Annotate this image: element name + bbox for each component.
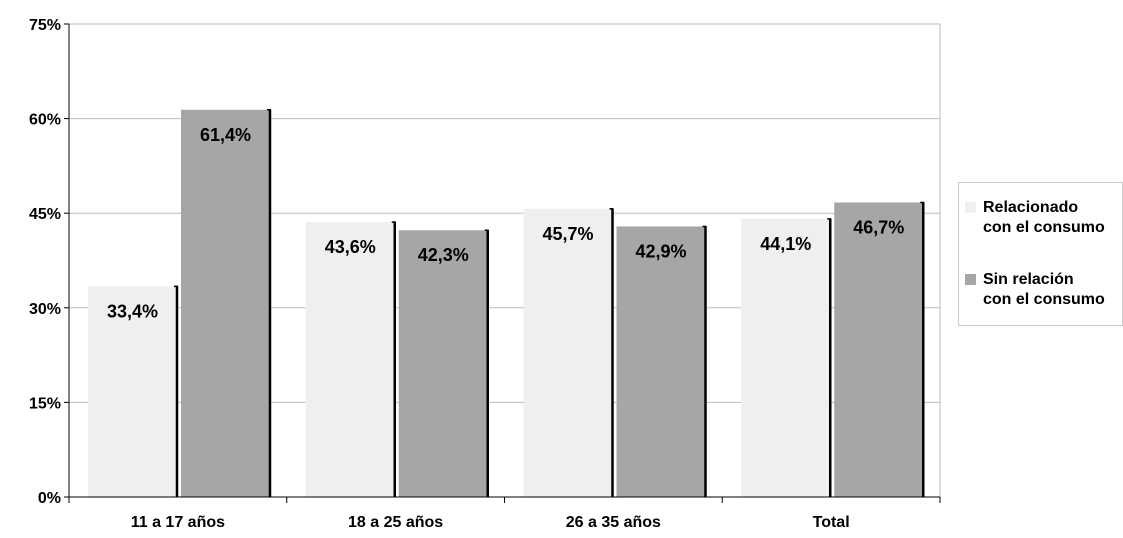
- legend-swatch-sin-relacion: [965, 274, 976, 285]
- data-label: 43,6%: [325, 237, 376, 257]
- y-tick-label: 15%: [29, 395, 61, 412]
- y-tick-label: 45%: [29, 206, 61, 223]
- bar: [616, 226, 706, 497]
- data-label: 42,3%: [418, 245, 469, 265]
- x-category-label: 18 a 25 años: [348, 514, 443, 531]
- legend: Relacionado con el consumo Sin relación …: [958, 182, 1123, 326]
- bar: [181, 109, 270, 498]
- data-labels: 33,4% 61,4% 43,6% 42,3% 45,7% 42,9% 44,1% 46,7%: [107, 125, 904, 322]
- data-label: 44,1%: [760, 234, 811, 254]
- data-label: 61,4%: [200, 125, 251, 145]
- bar: [398, 230, 488, 497]
- data-label: 46,7%: [853, 217, 904, 237]
- legend-label-relacionado: Relacionado con el consumo: [983, 199, 1105, 236]
- bar: [88, 286, 177, 497]
- y-tick-label: 75%: [29, 17, 61, 34]
- x-category-label: 11 a 17 años: [131, 514, 225, 531]
- bar: [834, 202, 924, 497]
- x-category-label: Total: [813, 514, 850, 531]
- y-tick-label: 60%: [29, 112, 61, 129]
- legend-swatch-relacionado: [965, 202, 976, 213]
- data-label: 45,7%: [542, 224, 593, 244]
- data-label: 42,9%: [635, 241, 686, 261]
- y-tick-label: 0%: [38, 490, 61, 507]
- bar: [741, 218, 831, 497]
- legend-label-sin-relacion: Sin relación con el consumo: [983, 271, 1105, 308]
- y-tick-label: 30%: [29, 301, 61, 318]
- data-label: 33,4%: [107, 301, 158, 321]
- x-category-label: 26 a 35 años: [566, 514, 661, 531]
- bar: [305, 222, 395, 497]
- bars: [88, 109, 925, 498]
- bar: [523, 208, 613, 497]
- axes: 0% 15% 30% 45% 60% 75% 11 a 17 años 18 a 25 año…: [29, 17, 941, 531]
